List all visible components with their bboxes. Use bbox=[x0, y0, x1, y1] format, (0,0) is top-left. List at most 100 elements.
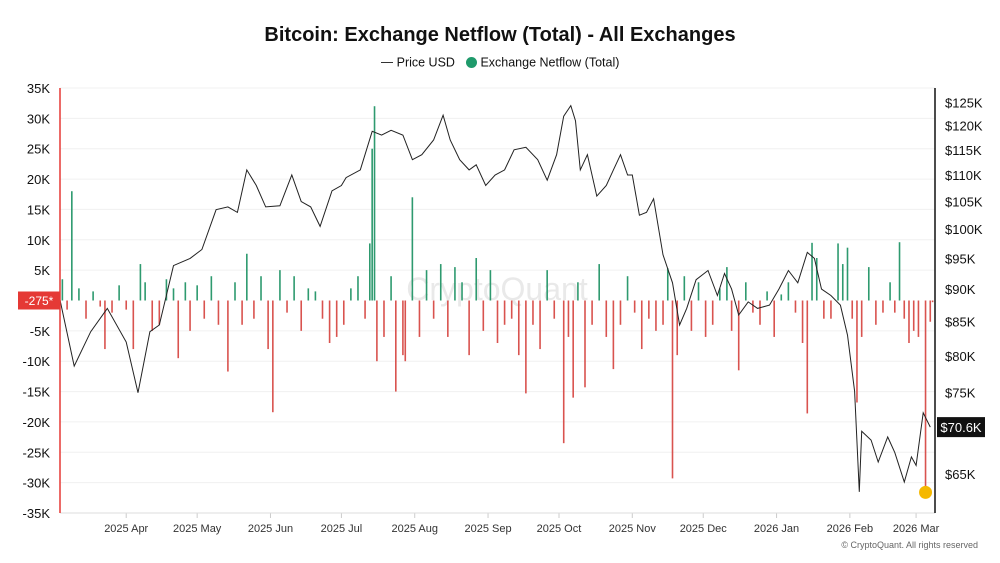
x-axis-tick-label: 2025 Sep bbox=[464, 523, 511, 535]
netflow-inflow-bar bbox=[846, 247, 849, 301]
legend-netflow-dot-icon bbox=[466, 57, 478, 69]
netflow-outflow-bar bbox=[640, 300, 643, 350]
netflow-inflow-bar bbox=[841, 264, 844, 301]
netflow-outflow-bar bbox=[893, 300, 896, 313]
netflow-outflow-bar bbox=[532, 300, 534, 325]
netflow-outflow-bar bbox=[605, 300, 608, 337]
netflow-outflow-bar bbox=[737, 300, 740, 371]
x-axis-tick-label: 2025 Jul bbox=[321, 523, 363, 535]
right-axis-tick-label: $115K bbox=[945, 143, 982, 158]
netflow-inflow-bar bbox=[697, 282, 700, 301]
netflow-outflow-bar bbox=[253, 300, 255, 319]
netflow-outflow-bar bbox=[376, 300, 378, 362]
left-axis-tick-label: -10K bbox=[23, 354, 51, 369]
legend-price[interactable]: Price USD bbox=[396, 55, 455, 70]
netflow-inflow-bar bbox=[61, 279, 64, 301]
netflow-outflow-bar bbox=[482, 300, 485, 331]
current-netflow-badge bbox=[18, 291, 60, 310]
netflow-outflow-bar bbox=[227, 300, 229, 372]
netflow-outflow-bar bbox=[830, 300, 832, 319]
netflow-outflow-bar bbox=[66, 300, 68, 310]
x-axis-tick-label: 2025 Apr bbox=[104, 523, 148, 535]
x-axis-tick-label: 2025 Oct bbox=[537, 523, 582, 535]
netflow-outflow-bar bbox=[395, 300, 397, 392]
netflow-outflow-bar bbox=[903, 300, 906, 319]
netflow-inflow-bar bbox=[454, 267, 456, 301]
legend-netflow[interactable]: Exchange Netflow (Total) bbox=[480, 55, 620, 70]
netflow-outflow-bar bbox=[704, 300, 707, 337]
netflow-outflow-bar bbox=[432, 300, 435, 319]
netflow-inflow-bar bbox=[745, 282, 747, 301]
netflow-outflow-bar bbox=[111, 300, 113, 313]
netflow-inflow-bar bbox=[373, 106, 376, 301]
netflow-outflow-bar bbox=[342, 300, 345, 325]
netflow-outflow-bar bbox=[759, 300, 761, 325]
netflow-outflow-bar bbox=[752, 300, 754, 313]
netflow-outflow-bar bbox=[676, 300, 679, 356]
netflow-inflow-bar bbox=[439, 264, 442, 301]
netflow-outflow-bar bbox=[612, 300, 615, 370]
left-axis-tick-label: -35K bbox=[23, 506, 51, 521]
netflow-outflow-bar bbox=[572, 300, 574, 398]
netflow-outflow-bar bbox=[272, 300, 274, 413]
netflow-inflow-bar bbox=[172, 288, 175, 301]
netflow-outflow-bar bbox=[801, 300, 804, 343]
netflow-outflow-bar bbox=[567, 300, 570, 337]
netflow-inflow-bar bbox=[683, 276, 686, 301]
netflow-inflow-bar bbox=[144, 282, 146, 301]
netflow-inflow-bar bbox=[390, 276, 392, 301]
netflow-outflow-bar bbox=[584, 300, 586, 388]
netflow-inflow-bar bbox=[598, 264, 600, 301]
netflow-inflow-bar bbox=[234, 282, 236, 301]
left-axis-tick-label: -20K bbox=[23, 415, 51, 430]
netflow-outflow-bar bbox=[402, 300, 404, 356]
netflow-outflow-bar bbox=[671, 300, 674, 479]
netflow-outflow-bar bbox=[929, 300, 932, 322]
right-axis-tick-label: $125K bbox=[945, 95, 983, 110]
netflow-inflow-bar bbox=[71, 191, 73, 301]
netflow-outflow-bar bbox=[711, 300, 714, 325]
netflow-inflow-bar bbox=[411, 197, 414, 301]
netflow-inflow-bar bbox=[350, 288, 352, 301]
netflow-outflow-bar bbox=[158, 300, 161, 325]
netflow-outflow-bar bbox=[924, 300, 927, 493]
netflow-outflow-bar bbox=[335, 300, 338, 337]
netflow-inflow-bar bbox=[718, 288, 721, 301]
netflow-inflow-bar bbox=[210, 276, 213, 301]
netflow-outflow-bar bbox=[300, 300, 303, 331]
netflow-outflow-bar bbox=[364, 300, 366, 319]
left-axis-tick-label: 25K bbox=[27, 142, 50, 157]
netflow-inflow-bar bbox=[461, 282, 463, 301]
netflow-outflow-bar bbox=[99, 300, 102, 307]
netflow-outflow-bar bbox=[404, 300, 407, 362]
netflow-inflow-bar bbox=[811, 242, 813, 301]
x-axis-tick-label: 2025 Jun bbox=[248, 523, 293, 535]
netflow-outflow-bar bbox=[931, 300, 934, 303]
netflow-outflow-bar bbox=[917, 300, 920, 337]
netflow-outflow-bar bbox=[823, 300, 825, 319]
copyright-footer: © CryptoQuant. All rights reserved bbox=[841, 540, 978, 550]
netflow-outflow-bar bbox=[241, 300, 243, 325]
netflow-inflow-bar bbox=[780, 294, 783, 301]
netflow-inflow-bar bbox=[889, 282, 891, 301]
netflow-inflow-bar bbox=[260, 276, 262, 301]
right-axis-tick-label: $80K bbox=[945, 349, 976, 364]
left-axis-tick-label: 15K bbox=[27, 202, 50, 217]
netflow-inflow-bar bbox=[368, 243, 371, 301]
left-axis-tick-label: -25K bbox=[23, 445, 51, 460]
netflow-inflow-bar bbox=[898, 242, 901, 301]
right-axis-tick-label: $105K bbox=[945, 194, 983, 209]
netflow-inflow-bar bbox=[425, 270, 428, 301]
netflow-inflow-bar bbox=[78, 288, 80, 301]
netflow-inflow-bar bbox=[766, 291, 768, 301]
netflow-inflow-bar bbox=[626, 276, 629, 301]
netflow-outflow-bar bbox=[85, 300, 87, 319]
netflow-outflow-bar bbox=[510, 300, 513, 319]
netflow-outflow-bar bbox=[908, 300, 910, 343]
netflow-inflow-bar bbox=[92, 291, 94, 301]
left-axis-tick-label: 20K bbox=[27, 172, 50, 187]
netflow-outflow-bar bbox=[648, 300, 650, 319]
netflow-outflow-bar bbox=[203, 300, 206, 319]
netflow-inflow-bar bbox=[815, 258, 818, 301]
